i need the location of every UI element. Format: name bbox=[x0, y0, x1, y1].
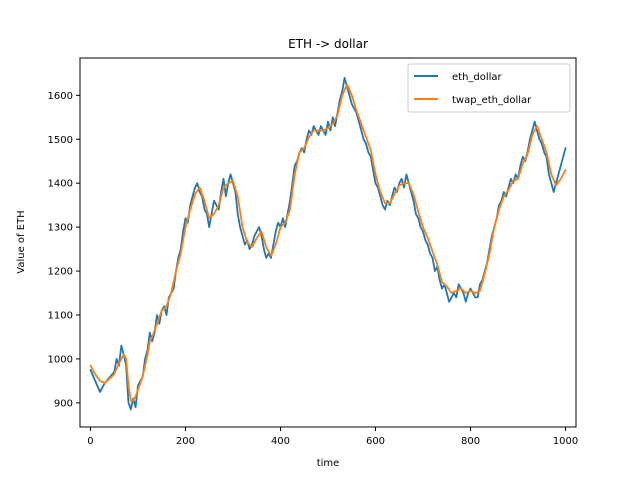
y-tick-label: 900 bbox=[54, 398, 73, 409]
chart-title: ETH -> dollar bbox=[288, 37, 368, 51]
y-tick-label: 1400 bbox=[48, 179, 73, 190]
x-tick-label: 800 bbox=[461, 436, 480, 447]
plot-area bbox=[79, 57, 577, 428]
legend-label-twap-eth-dollar: twap_eth_dollar bbox=[452, 95, 532, 106]
y-tick-label: 1500 bbox=[48, 135, 73, 146]
x-tick-label: 1000 bbox=[553, 436, 578, 447]
legend-label-eth-dollar: eth_dollar bbox=[452, 72, 503, 83]
x-axis: 0 200 400 600 800 1000 bbox=[87, 427, 578, 447]
y-tick-label: 1200 bbox=[48, 267, 73, 278]
y-tick-label: 1300 bbox=[48, 223, 73, 234]
x-tick-label: 400 bbox=[271, 436, 290, 447]
y-tick-label: 1000 bbox=[48, 354, 73, 365]
series-line-twap-eth-dollar bbox=[89, 83, 567, 402]
x-tick-label: 0 bbox=[87, 436, 93, 447]
series-layer bbox=[89, 76, 567, 411]
y-axis: 900 1000 1100 1200 1300 1400 1500 1600 bbox=[48, 91, 80, 409]
plot-frame bbox=[79, 57, 577, 428]
y-tick-label: 1600 bbox=[48, 91, 73, 102]
y-tick-label: 1100 bbox=[48, 310, 73, 321]
x-axis-title: time bbox=[317, 458, 340, 469]
x-tick-label: 600 bbox=[366, 436, 385, 447]
y-axis-title: Value of ETH bbox=[16, 210, 27, 273]
x-tick-label: 200 bbox=[176, 436, 195, 447]
legend-box bbox=[407, 63, 571, 113]
legend: eth_dollar twap_eth_dollar bbox=[407, 63, 571, 113]
